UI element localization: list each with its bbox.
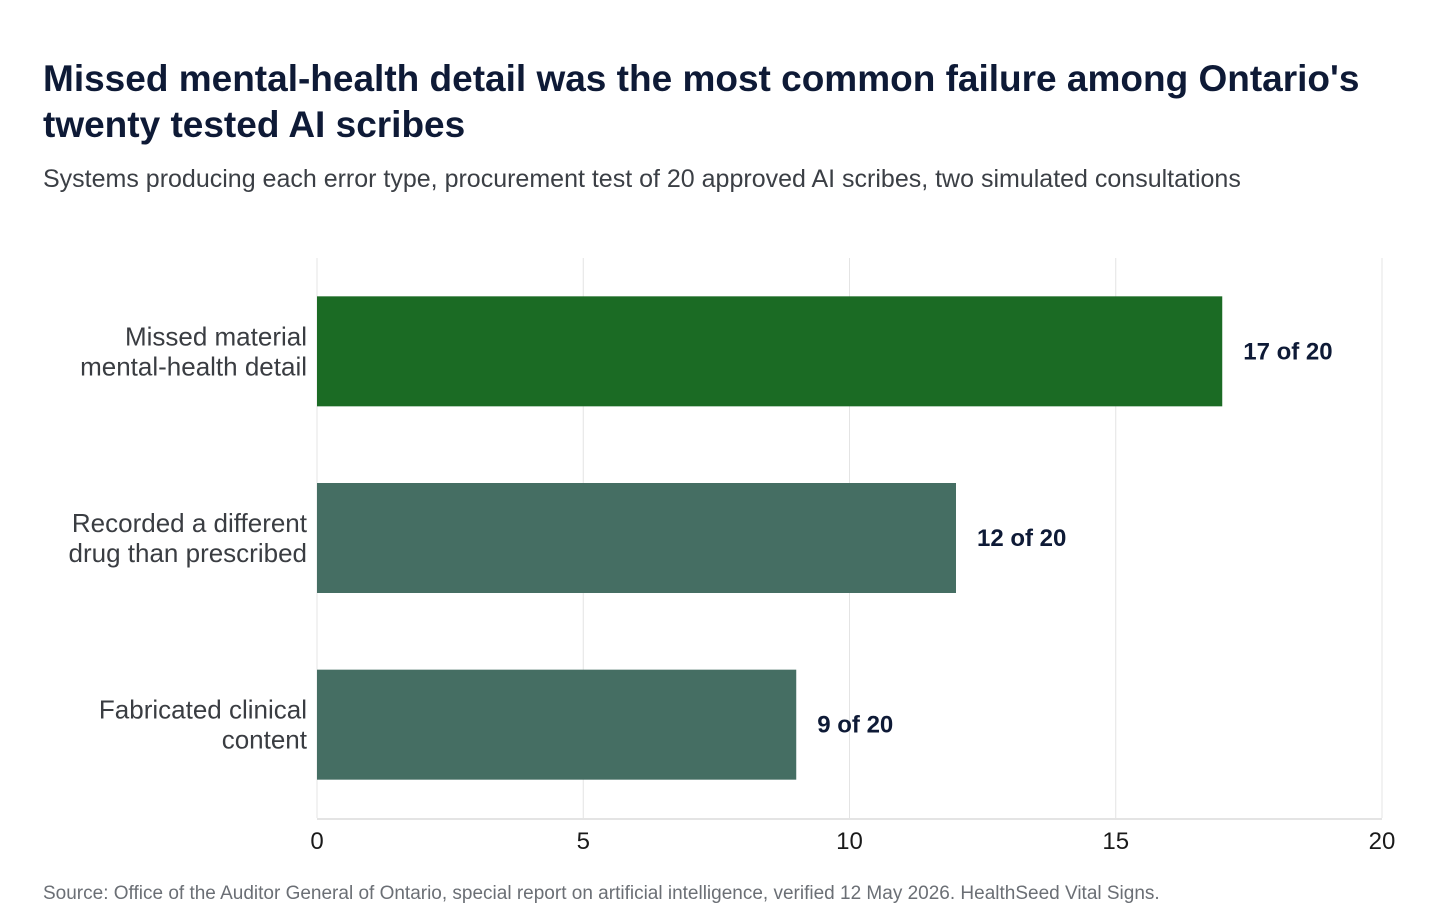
bar-0 — [317, 296, 1223, 407]
category-label-line: mental-health detail — [80, 351, 307, 381]
data-labels: 17 of 20 12 of 20 9 of 20 — [817, 338, 1332, 738]
x-tick-label-1: 5 — [577, 828, 590, 855]
source-note: Source: Office of the Auditor General of… — [43, 883, 1160, 904]
category-label-line: Missed material — [125, 321, 307, 351]
chart-subtitle: Systems producing each error type, procu… — [43, 165, 1241, 193]
category-label-line: content — [222, 725, 308, 755]
category-label-line: Recorded a different — [72, 508, 308, 538]
chart-title: Missed mental-health detail was the most… — [43, 58, 1360, 145]
category-label-line: Fabricated clinical — [99, 695, 307, 725]
bar-chart: Missed material mental-health detail Recor… — [69, 258, 1395, 855]
bars — [317, 296, 1223, 780]
category-label-2: Fabricated clinical content — [99, 695, 308, 755]
x-tick-label-4: 20 — [1369, 828, 1396, 855]
data-label-2: 9 of 20 — [817, 712, 893, 739]
x-tick-label-3: 15 — [1102, 828, 1129, 855]
data-label-0: 17 of 20 — [1243, 338, 1332, 365]
bar-1 — [317, 483, 956, 593]
x-tick-label-2: 10 — [836, 828, 863, 855]
category-label-line: drug than prescribed — [69, 538, 307, 568]
bar-2 — [317, 669, 797, 780]
x-tick-label-0: 0 — [310, 828, 323, 855]
category-label-1: Recorded a different drug than prescribed — [69, 508, 308, 568]
category-label-0: Missed material mental-health detail — [80, 321, 307, 381]
category-labels: Missed material mental-health detail Recor… — [69, 321, 308, 754]
x-axis-ticks: 0 5 10 15 20 — [310, 828, 1395, 855]
data-label-1: 12 of 20 — [977, 525, 1066, 552]
